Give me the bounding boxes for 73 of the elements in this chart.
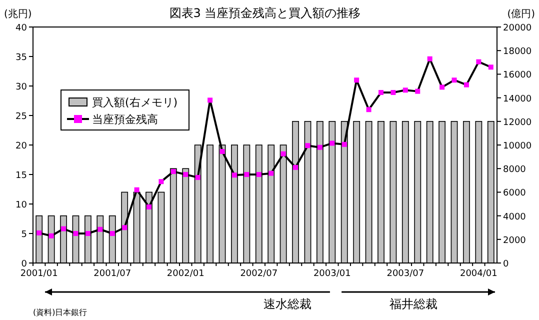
point [134,187,140,192]
y-tick-label: 25 [16,112,27,122]
y-tick-label: 0 [21,260,28,270]
y2-axis-title: (億円) [507,8,536,20]
y-tick-label: 5 [21,230,27,240]
y2-tick-label: 2000 [503,236,526,246]
text: (資料)日本銀行 [33,308,88,317]
point [232,172,237,178]
point [220,148,225,154]
point [110,231,115,236]
y-tick-label: 40 [16,24,28,34]
point [464,82,469,88]
legend-label: 買入額(右メモリ) [92,96,178,109]
point [122,225,128,230]
point [305,143,310,148]
point [208,98,213,103]
x-tick-label: 2001/01 [20,269,58,279]
point [146,204,152,210]
point [330,140,335,146]
point [366,107,372,112]
point [354,78,360,83]
point [183,172,188,177]
y-tick-label: 35 [16,53,27,63]
y2-tick-label: 16000 [503,70,532,81]
point [170,169,176,174]
y-tick-label: 10 [16,200,28,210]
y2-tick-label: 14000 [503,94,532,104]
point [256,172,262,177]
x-tick-label: 2003/01 [313,269,351,279]
point [378,90,384,95]
y-tick-label: 15 [16,171,27,181]
x-tick-label: 2004/01 [460,269,498,279]
y2-tick-label: 8000 [503,165,526,176]
x-tick-label: 2002/01 [166,269,204,279]
y2-tick-label: 4000 [503,212,526,222]
point [476,59,482,64]
point [48,233,54,238]
y2-tick-label: 0 [503,260,509,270]
chart-title: 図表3 当座預金残高と買入額の推移 [169,6,361,20]
y2-tick-label: 6000 [503,188,526,199]
point [244,172,250,177]
point [342,142,347,147]
point [73,231,78,236]
point [280,151,286,156]
y-tick-label: 30 [16,82,28,92]
point [61,226,66,232]
point [402,88,408,93]
y2-tick-label: 20000 [503,24,532,34]
point [317,144,322,150]
point [98,226,103,232]
point [488,64,494,70]
point [36,230,42,236]
point [390,90,396,95]
text: 速水総裁 [263,297,312,311]
point [427,56,432,62]
y2-tick-label: 12000 [503,118,532,128]
y-tick-label: 20 [16,142,28,152]
point [293,164,298,170]
point [85,231,90,236]
y-axis-title: (兆円) [4,8,32,20]
point [268,170,274,176]
x-tick-label: 2003/07 [386,269,424,279]
y2-tick-label: 18000 [503,47,532,58]
text: 福井総裁 [389,297,438,311]
point [415,88,420,94]
point [158,179,164,184]
legend-label: 当座預金残高 [92,113,158,126]
point [452,78,457,83]
x-tick-label: 2002/07 [240,269,278,279]
point [195,174,200,180]
y2-tick-label: 10000 [503,142,532,152]
point [440,84,445,90]
x-tick-label: 2001/07 [94,269,132,279]
